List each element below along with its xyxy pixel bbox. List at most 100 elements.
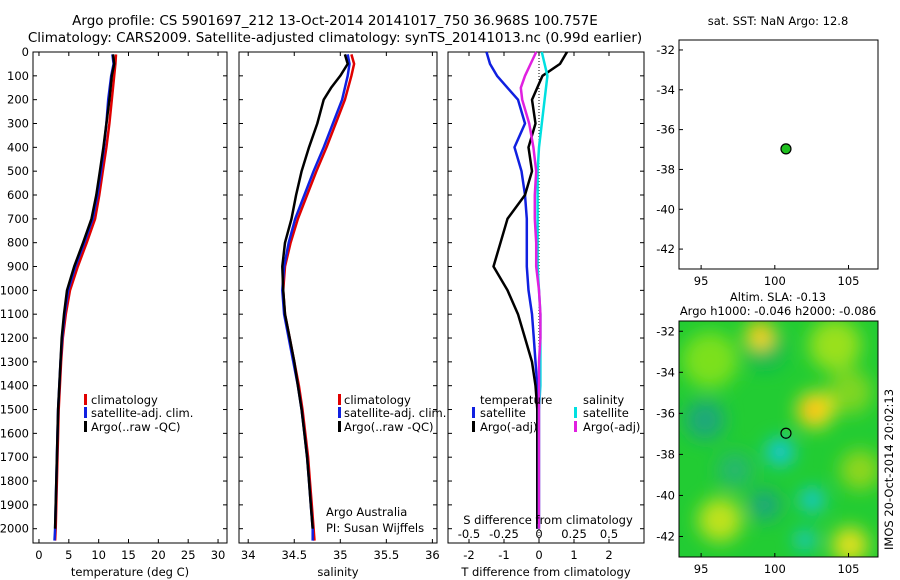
legend-label-argo-2: Argo(..raw -QC) bbox=[344, 420, 434, 434]
ytick-label: 500 bbox=[7, 164, 29, 178]
axes-root: 0100200300400500600700800900100011001200… bbox=[0, 39, 879, 579]
xtick-label: 30 bbox=[211, 548, 226, 562]
ytick-label: -38 bbox=[656, 162, 675, 176]
argo-position-marker bbox=[780, 427, 792, 439]
legend-swatch-s-satellite bbox=[574, 407, 577, 418]
xtick-label: 105 bbox=[838, 562, 860, 576]
xtick-top-label: -0.5 bbox=[458, 527, 480, 541]
legend-difference: temperature salinity satellite Argo(-adj… bbox=[472, 393, 640, 434]
legend-swatch-climatology-2 bbox=[338, 394, 341, 405]
ytick-label: 800 bbox=[7, 236, 29, 250]
sla-title-line2: Argo h1000: -0.046 h2000: -0.086 bbox=[680, 304, 876, 318]
xlabel-temperature: temperature (deg C) bbox=[71, 565, 189, 579]
legend-swatch-argo-2 bbox=[338, 421, 341, 432]
ytick-label: -32 bbox=[656, 324, 675, 338]
ytick-label: -42 bbox=[656, 242, 675, 256]
ytick-label: 900 bbox=[7, 260, 29, 274]
sla-heatmap bbox=[679, 321, 878, 557]
xtick-label: 95 bbox=[694, 562, 709, 576]
ytick-label: 0 bbox=[22, 45, 29, 59]
ytick-label: -34 bbox=[656, 83, 675, 97]
xtick-label: 95 bbox=[694, 274, 709, 288]
series-line-salinity-0 bbox=[281, 54, 356, 541]
credit-line1: Argo Australia bbox=[326, 505, 407, 519]
sst-title: sat. SST: NaN Argo: 12.8 bbox=[708, 14, 849, 28]
xtick-label: 35.5 bbox=[374, 548, 400, 562]
xlabel-salinity: salinity bbox=[317, 565, 358, 579]
legend-swatch-argo bbox=[84, 421, 87, 432]
credit-line2: PI: Susan Wijffels bbox=[326, 521, 424, 535]
s-difference-label: S difference from climatology bbox=[463, 513, 633, 527]
legend-label-satellite-2: satellite-adj. clim. bbox=[344, 406, 446, 420]
xtick-label: 0 bbox=[35, 548, 42, 562]
xtick-label: 20 bbox=[151, 548, 166, 562]
ytick-label: 300 bbox=[7, 117, 29, 131]
ytick-label: 1700 bbox=[0, 450, 29, 464]
legend-temperature: climatology satellite-adj. clim. Argo(..… bbox=[84, 393, 193, 434]
xtick-label: 5 bbox=[65, 548, 72, 562]
legend-label-s-argo: Argo(-adj) bbox=[583, 420, 640, 434]
ytick-label: 2000 bbox=[0, 522, 29, 536]
legend-header-salinity: salinity bbox=[583, 393, 624, 407]
ytick-label: 1100 bbox=[0, 307, 29, 321]
legend-swatch-t-argo bbox=[472, 421, 475, 432]
series-line-salinity-2 bbox=[281, 54, 349, 529]
legend-label-t-argo: Argo(-adj) bbox=[480, 420, 537, 434]
xtick-label: 15 bbox=[121, 548, 136, 562]
ytick-label: -42 bbox=[656, 529, 675, 543]
ytick-label: -34 bbox=[656, 365, 675, 379]
ytick-label: -40 bbox=[656, 202, 675, 216]
series-line-temperature-2 bbox=[53, 54, 116, 529]
legend-swatch-climatology bbox=[84, 394, 87, 405]
series-line-difference-1 bbox=[492, 51, 569, 529]
legend-swatch-satellite-2 bbox=[338, 407, 341, 418]
axes-frame-difference bbox=[447, 51, 645, 544]
ytick-label: -38 bbox=[656, 447, 675, 461]
ytick-label: -40 bbox=[656, 488, 675, 502]
legend-salinity: climatology satellite-adj. clim. Argo(..… bbox=[338, 393, 446, 434]
legend-label-climatology-2: climatology bbox=[344, 393, 411, 407]
ytick-label: 100 bbox=[7, 69, 29, 83]
xtick-label: 100 bbox=[764, 274, 786, 288]
ytick-label: -32 bbox=[656, 43, 675, 57]
xtick-label: 34.5 bbox=[281, 548, 307, 562]
ytick-label: -36 bbox=[656, 123, 675, 137]
legend-label-argo: Argo(..raw -QC) bbox=[91, 420, 181, 434]
ytick-label: -36 bbox=[656, 406, 675, 420]
ytick-label: 1200 bbox=[0, 331, 29, 345]
xlabel-difference: T difference from climatology bbox=[460, 565, 631, 579]
xtick-label: 25 bbox=[181, 548, 196, 562]
legend-header-temperature: temperature bbox=[480, 393, 552, 407]
xtick-label: 36 bbox=[425, 548, 440, 562]
ytick-label: 1500 bbox=[0, 403, 29, 417]
title-line2: Climatology: CARS2009. Satellite-adjuste… bbox=[28, 30, 642, 46]
legend-swatch-t-satellite bbox=[472, 407, 475, 418]
ytick-label: 1800 bbox=[0, 474, 29, 488]
series-line-difference-3 bbox=[519, 51, 542, 529]
xtick-label: -1 bbox=[498, 548, 509, 562]
legend-swatch-s-argo bbox=[574, 421, 577, 432]
axes-frame-salinity bbox=[238, 51, 438, 544]
legend-label-t-satellite: satellite bbox=[480, 406, 526, 420]
xtick-label: 34 bbox=[241, 548, 256, 562]
ytick-label: 1900 bbox=[0, 498, 29, 512]
xtick-label: 0 bbox=[535, 548, 542, 562]
sla-title-line1: Altim. SLA: -0.13 bbox=[730, 290, 826, 304]
ytick-label: 1300 bbox=[0, 355, 29, 369]
xtick-label: 1 bbox=[570, 548, 577, 562]
argo-position-marker bbox=[780, 143, 792, 155]
xtick-top-label: 0.5 bbox=[600, 527, 618, 541]
xtick-label: 35 bbox=[333, 548, 348, 562]
ytick-label: 1600 bbox=[0, 426, 29, 440]
xtick-label: 10 bbox=[91, 548, 106, 562]
xtick-label: 2 bbox=[605, 548, 612, 562]
xtick-label: 100 bbox=[764, 562, 786, 576]
ytick-label: 200 bbox=[7, 93, 29, 107]
xtick-label: -2 bbox=[463, 548, 474, 562]
legend-label-climatology: climatology bbox=[91, 393, 158, 407]
legend-label-s-satellite: satellite bbox=[583, 406, 629, 420]
legend-swatch-satellite bbox=[84, 407, 87, 418]
legend-label-satellite: satellite-adj. clim. bbox=[91, 406, 193, 420]
ytick-label: 1400 bbox=[0, 379, 29, 393]
